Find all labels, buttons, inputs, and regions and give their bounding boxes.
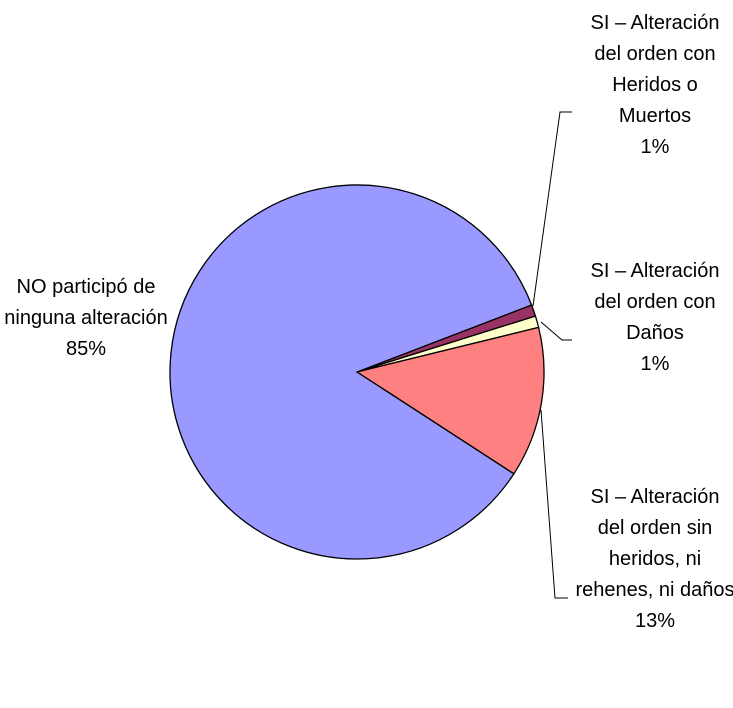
slice-label: SI – Alteración del orden sin heridos, n… <box>575 482 733 637</box>
category-name: NO participó de ninguna alteración <box>4 276 168 329</box>
pie-slice <box>169 184 533 560</box>
slice-label: SI – Alteración del orden con Heridos o … <box>575 8 733 163</box>
slice-label: NO participó de ninguna alteración 85% <box>0 272 172 365</box>
pie-slice <box>355 326 545 475</box>
value-label: 85% <box>65 338 107 360</box>
category-name: SI – Alteración del orden sin heridos, n… <box>575 486 733 601</box>
value-label: 1% <box>640 136 670 158</box>
slice-label: SI – Alteración del orden con Daños 1% <box>575 256 733 380</box>
leader-line <box>540 321 572 341</box>
category-name: SI – Alteración del orden con Heridos o … <box>590 12 720 127</box>
category-name: SI – Alteración del orden con Daños <box>590 260 720 344</box>
leader-line <box>540 409 568 599</box>
value-label: 13% <box>634 610 676 632</box>
leader-line <box>532 111 572 307</box>
value-label: 1% <box>640 353 670 375</box>
